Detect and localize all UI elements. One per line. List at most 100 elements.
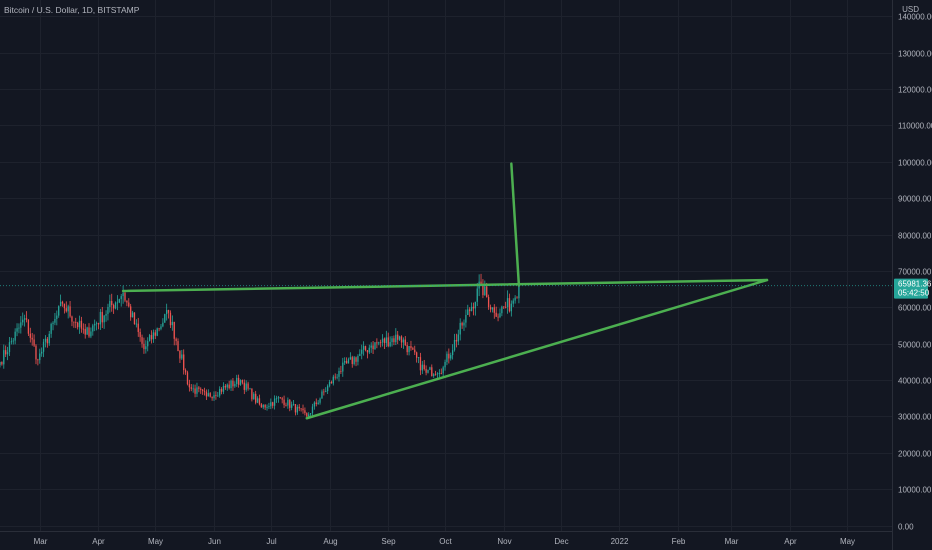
candle [251, 388, 253, 402]
candle [217, 391, 219, 397]
candle [211, 396, 213, 401]
candle [465, 309, 467, 328]
candle [215, 391, 217, 400]
candle-body [3, 350, 5, 365]
candle [419, 352, 422, 376]
candle-body [239, 380, 242, 385]
candle-body [92, 325, 94, 332]
candle [112, 303, 115, 314]
candle-body [137, 323, 139, 332]
candle [14, 328, 16, 345]
candle-body [139, 331, 141, 338]
candle [355, 356, 357, 367]
candle-body [272, 402, 274, 406]
candle [196, 382, 198, 397]
candle-body [450, 355, 452, 359]
candle-body [177, 341, 179, 352]
candle [8, 337, 11, 357]
candle [379, 339, 382, 348]
candle-body [512, 300, 514, 304]
candle-body [334, 376, 336, 378]
candle [290, 401, 293, 411]
candle-body [35, 345, 37, 360]
candle [177, 338, 179, 352]
candle [103, 314, 105, 329]
time-scale[interactable]: Mar Apr May Jun Jul Aug Sep Oct Nov Dec 2022 Feb Mar… [34, 537, 855, 546]
candle [281, 396, 283, 404]
candle [317, 400, 319, 405]
candle-body [95, 323, 98, 325]
candle-body [94, 324, 96, 326]
candle [12, 337, 14, 345]
candle [249, 387, 251, 390]
candle [162, 318, 164, 328]
candle [258, 394, 261, 406]
candle [220, 387, 223, 395]
candle-body [211, 396, 213, 399]
candle [179, 349, 181, 363]
candle-body [504, 306, 507, 308]
candle [298, 403, 300, 412]
candle [423, 359, 425, 371]
time-tick-label: Mar [725, 537, 739, 546]
candle-body [340, 370, 342, 372]
candle-body [491, 307, 494, 310]
target-line[interactable] [510, 162, 521, 287]
candle-body [39, 353, 41, 361]
candle [497, 313, 499, 322]
candle [164, 313, 166, 323]
candle [446, 351, 448, 366]
candle-body [463, 322, 465, 326]
candle [5, 345, 7, 357]
candle [33, 334, 35, 347]
candle [222, 382, 225, 395]
resistance-line[interactable] [121, 278, 769, 293]
candle-body [258, 398, 261, 405]
candle [41, 347, 43, 357]
candle [37, 358, 39, 366]
candle [173, 321, 175, 346]
candle [410, 340, 412, 351]
candles-layer [0, 273, 520, 419]
price-scale[interactable]: 0.00 10000.00 20000.00 30000.00 40000.00 5000… [898, 13, 932, 532]
candle [415, 351, 418, 363]
candle-body [148, 335, 151, 342]
candle-body [421, 364, 423, 371]
candle-body [508, 298, 511, 312]
candle-body [126, 300, 128, 303]
support-line[interactable] [305, 278, 769, 420]
candle-body [311, 406, 314, 414]
candle [1, 361, 3, 366]
candle-body [80, 320, 83, 329]
time-tick-label: Oct [439, 537, 452, 546]
candle [213, 391, 215, 402]
candle-body [236, 377, 238, 385]
candle [111, 293, 113, 312]
candle-body [90, 331, 92, 337]
candle-body [133, 312, 136, 325]
candle [289, 399, 291, 412]
candle [328, 379, 331, 388]
candle [156, 327, 158, 337]
candle-body [417, 357, 420, 358]
candle [192, 384, 194, 393]
candle [224, 384, 227, 390]
candle [99, 308, 102, 330]
candle [412, 346, 414, 351]
candle-body [188, 384, 191, 388]
candle-body [20, 322, 22, 328]
candle-body [124, 292, 126, 301]
candle [139, 328, 141, 342]
candle-body [470, 306, 473, 312]
candle [48, 330, 50, 346]
candle [381, 334, 384, 347]
candle-body [364, 346, 367, 351]
candle [80, 316, 83, 333]
candle [58, 305, 60, 318]
drawings-layer[interactable] [121, 162, 769, 420]
candle-body [88, 327, 90, 337]
candle [436, 372, 439, 379]
time-tick-label: Nov [497, 537, 511, 546]
